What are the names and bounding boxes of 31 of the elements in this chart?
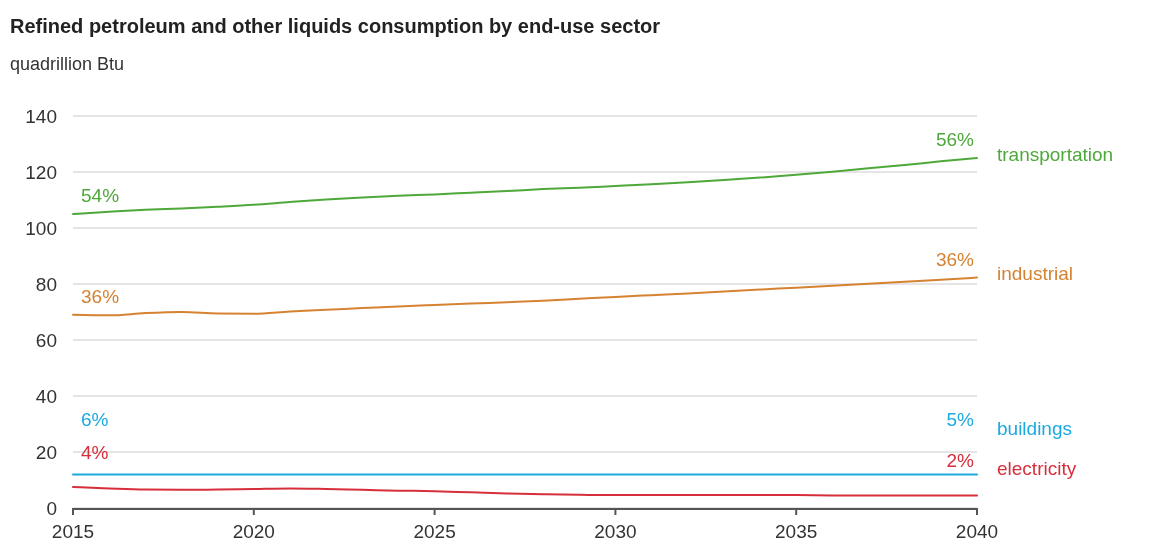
annotation: 4% — [81, 442, 109, 463]
chart-title: Refined petroleum and other liquids consumption by end-use sector — [10, 15, 661, 37]
line-series — [72, 486, 978, 497]
series-label: electricity — [997, 457, 1077, 479]
x-tick-label: 2015 — [51, 521, 95, 542]
annotation: 5% — [946, 409, 975, 431]
y-tick-label: 100 — [25, 217, 57, 239]
annotation: 56% — [935, 129, 975, 150]
series-label: transportation — [997, 143, 1114, 165]
x-tick-label: 2020 — [232, 521, 275, 542]
y-tick-label: 60 — [35, 329, 57, 351]
line-series — [72, 276, 978, 317]
annotation: 54% — [81, 185, 120, 206]
x-tick-label: 2025 — [413, 521, 456, 542]
x-tick-label: 2030 — [594, 521, 637, 542]
line-series — [72, 157, 978, 215]
y-tick-label: 40 — [35, 385, 57, 407]
annotation: 36% — [81, 285, 120, 307]
y-tick-label: 80 — [35, 273, 57, 295]
y-tick-label: 120 — [25, 161, 57, 183]
chart-subtitle: quadrillion Btu — [10, 54, 125, 74]
annotation: 6% — [81, 409, 109, 431]
text: buildings — [997, 417, 1072, 439]
annotation: 36% — [935, 248, 975, 270]
x-tick-label: 2040 — [955, 521, 999, 542]
y-tick-label: 140 — [25, 105, 57, 127]
x-tick-label: 2035 — [775, 521, 818, 542]
y-tick-label: 0 — [46, 497, 57, 519]
y-tick-label: 20 — [35, 441, 57, 463]
series-label: industrial — [997, 263, 1074, 285]
annotation: 2% — [946, 450, 975, 472]
